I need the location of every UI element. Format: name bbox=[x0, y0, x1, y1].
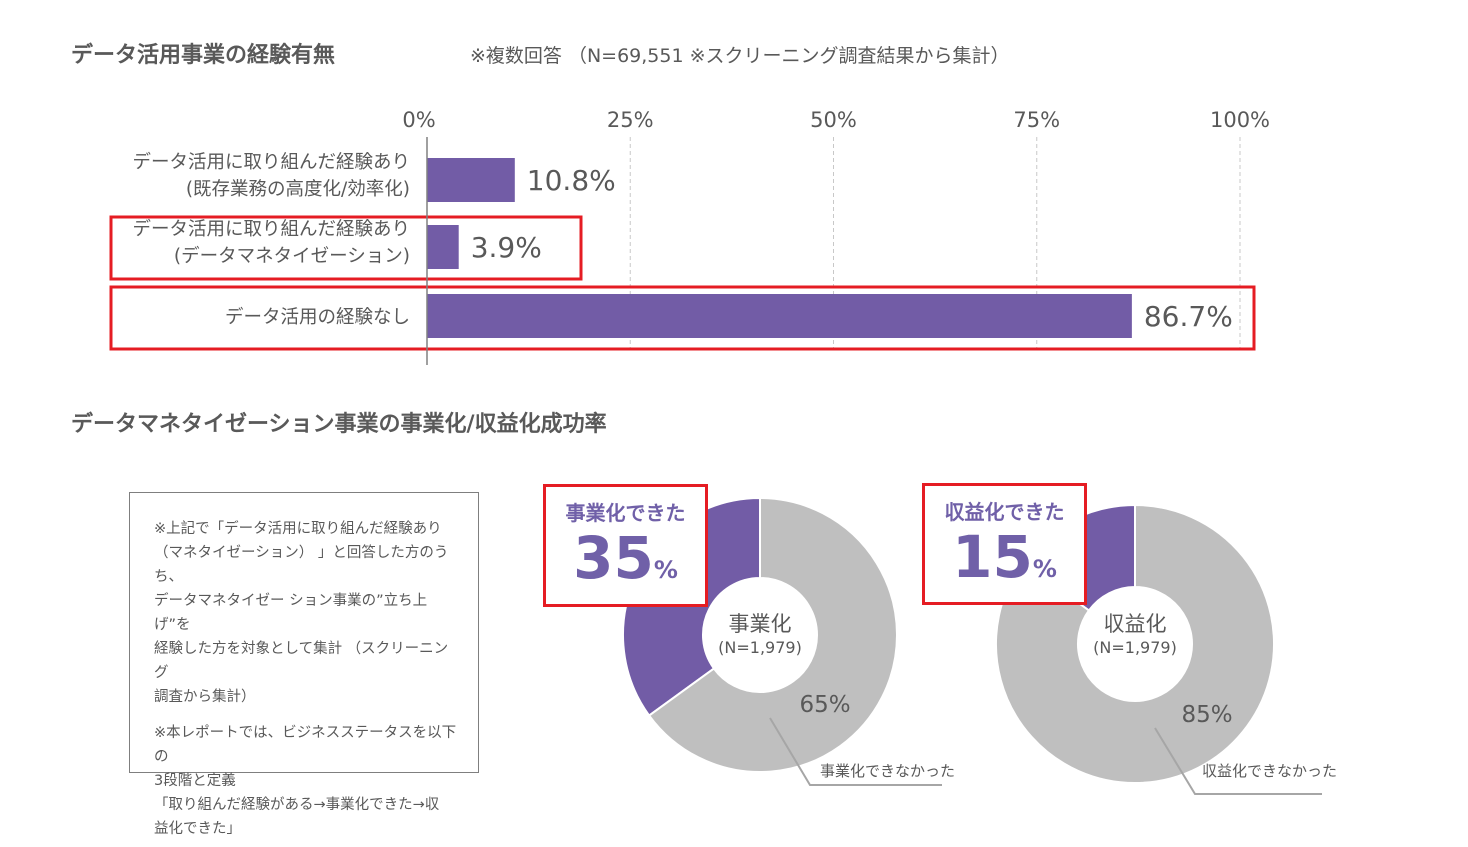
donut2-callout-unit: % bbox=[1032, 555, 1057, 583]
category-label: データ活用の経験なし bbox=[225, 307, 410, 328]
category-label: (データマネタイゼーション) bbox=[174, 246, 410, 267]
donut2-callout-value: 15 bbox=[952, 523, 1033, 591]
donut1-callout-label: 事業化できた bbox=[565, 501, 686, 525]
bar bbox=[427, 225, 459, 269]
bar-chart: 0% 25% 50% 75% 100% 10.8% データ活用に取り組んだ経験あり (既存業務… bbox=[109, 108, 1270, 365]
x-tick-label: 50% bbox=[810, 108, 857, 132]
donut1-callout: 事業化できた 35% bbox=[543, 484, 708, 607]
donut-slice bbox=[995, 503, 1275, 784]
bar bbox=[427, 294, 1132, 338]
leader-label: 事業化できなかった bbox=[820, 762, 955, 780]
leader-line bbox=[769, 717, 942, 786]
section1-title: データ活用事業の経験有無 bbox=[71, 43, 336, 68]
leader-label: 収益化できなかった bbox=[1202, 762, 1337, 780]
donut1-callout-value: 35 bbox=[573, 524, 654, 592]
bar bbox=[427, 158, 515, 202]
bar-value-label: 86.7% bbox=[1144, 300, 1233, 333]
x-tick-label: 25% bbox=[607, 108, 654, 132]
donut2-callout: 収益化できた 15% bbox=[922, 483, 1087, 605]
donut1-center-label: 事業化 (N=1,979) bbox=[690, 608, 830, 657]
sample-note: ※複数回答 （N=69,551 ※スクリーニング調査結果から集計） bbox=[470, 45, 1010, 67]
section2-title: データマネタイゼーション事業の事業化/収益化成功率 bbox=[71, 412, 607, 437]
note-paragraph-1: ※上記で「データ活用に取り組んだ経験あり （マネタイゼーション） 」と回答した方… bbox=[154, 521, 449, 705]
highlight-box bbox=[109, 285, 1256, 351]
donut2-center-n: (N=1,979) bbox=[1093, 638, 1177, 657]
category-label: データ活用に取り組んだ経験あり bbox=[132, 219, 410, 240]
x-tick-label: 0% bbox=[402, 108, 435, 132]
donut2-center-label: 収益化 (N=1,979) bbox=[1065, 608, 1205, 657]
note-box: ※上記で「データ活用に取り組んだ経験あり （マネタイゼーション） 」と回答した方… bbox=[129, 492, 479, 837]
note-paragraph-2: ※本レポートでは、ビジネスステータスを以下の 3段階と定義 「取り組んだ経験があ… bbox=[154, 725, 457, 837]
donut-slice bbox=[647, 496, 898, 773]
donut2-callout-label: 収益化できた bbox=[944, 500, 1065, 524]
category-label: (既存業務の高度化/効率化) bbox=[186, 179, 410, 200]
slice-label: 65% bbox=[799, 692, 850, 718]
donut1-callout-unit: % bbox=[653, 556, 678, 584]
bar-value-label: 10.8% bbox=[527, 164, 616, 197]
category-label: データ活用に取り組んだ経験あり bbox=[132, 152, 410, 173]
slice-label: 85% bbox=[1181, 702, 1232, 728]
donut1-center-n: (N=1,979) bbox=[718, 638, 802, 657]
x-tick-label: 75% bbox=[1013, 108, 1060, 132]
x-tick-label: 100% bbox=[1210, 108, 1270, 132]
bar-value-label: 3.9% bbox=[471, 231, 542, 264]
donut1-center-title: 事業化 bbox=[728, 612, 792, 636]
leader-line bbox=[1154, 727, 1322, 795]
highlight-box bbox=[109, 215, 583, 281]
donut2-center-title: 収益化 bbox=[1103, 612, 1167, 636]
